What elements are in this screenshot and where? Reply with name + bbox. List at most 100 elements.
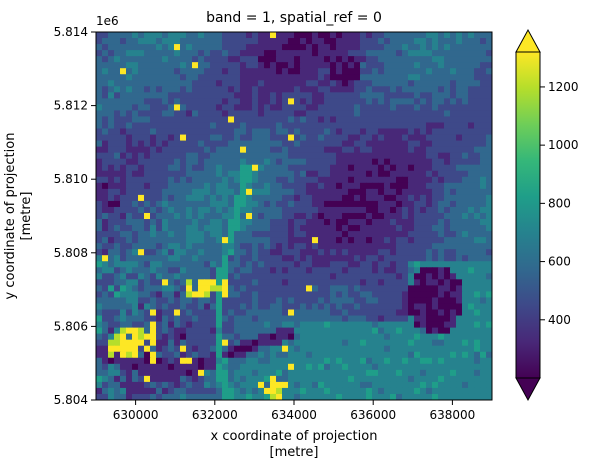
raster-cell [336,351,343,359]
raster-cell [366,212,373,220]
raster-cell [462,321,469,329]
raster-cell [354,333,361,341]
raster-cell [102,309,109,317]
raster-cell [216,182,223,190]
raster-cell [414,56,421,63]
raster-cell [282,62,289,69]
raster-cell [96,104,103,112]
raster-cell [216,44,223,51]
raster-cell [414,315,421,323]
raster-cell [114,92,121,99]
raster-cell [102,212,109,220]
raster-cell [276,285,283,293]
raster-cell [408,291,415,299]
raster-cell [354,357,361,365]
raster-cell [264,104,271,112]
raster-cell [474,86,481,93]
raster-cell [342,194,349,202]
raster-cell [408,225,415,232]
raster-cell [150,74,157,81]
raster-cell [426,50,433,57]
raster-cell [210,68,217,75]
raster-cell [126,68,133,75]
raster-cell [306,273,313,280]
raster-cell [132,255,139,262]
raster-cell [306,243,313,250]
raster-cell [420,122,427,130]
raster-cell [162,80,169,87]
raster-cell [420,225,427,232]
raster-cell [264,321,271,329]
raster-cell [426,86,433,93]
raster-cell [336,369,343,377]
raster-cell [156,291,163,299]
raster-cell [276,309,283,317]
raster-cell [474,297,481,305]
raster-cell [156,104,163,112]
raster-cell [354,140,361,148]
raster-cell [372,291,379,299]
raster-cell [288,176,295,184]
raster-cell [342,339,349,347]
raster-cell [414,225,421,232]
raster-cell [408,333,415,341]
raster-cell [102,188,109,196]
raster-cell [444,146,451,154]
raster-cell [354,255,361,262]
raster-cell [366,381,373,389]
raster-cell [360,38,367,45]
raster-cell [396,80,403,87]
raster-cell [366,110,373,118]
raster-cell [156,357,163,365]
raster-cell [294,38,301,45]
raster-cell [222,357,229,365]
raster-cell [240,176,247,184]
raster-cell [486,267,492,274]
raster-cell [486,279,492,286]
raster-cell [108,381,115,389]
raster-cell [348,381,355,389]
raster-cell [102,32,109,39]
raster-cell [144,309,151,317]
raster-cell [468,128,475,136]
raster-cell [210,44,217,51]
raster-cell [306,140,313,148]
raster-cell [294,345,301,353]
raster-cell [300,279,307,286]
y-tick-label: 5.808 [54,246,88,260]
raster-cell [390,219,397,226]
raster-cell [252,369,259,377]
raster-cell [480,56,487,63]
raster-cell [462,369,469,377]
raster-cell [318,104,325,112]
raster-cell [444,363,451,371]
raster-cell [384,225,391,232]
raster-cell [408,140,415,148]
raster-cell [234,279,241,286]
raster-cell [444,237,451,244]
raster-cell [264,363,271,371]
raster-cell [408,369,415,377]
raster-cell [186,110,193,118]
raster-cell [318,255,325,262]
raster-cell [354,152,361,160]
raster-cell [360,357,367,365]
raster-cell [240,243,247,250]
raster-cell [288,212,295,220]
raster-cell [246,249,253,256]
raster-cell [426,375,433,383]
raster-cell [474,249,481,256]
raster-cell [348,188,355,196]
raster-cell [246,176,253,184]
raster-cell [432,146,439,154]
raster-cell [426,182,433,190]
raster-cell [192,44,199,51]
raster-cell [240,291,247,299]
raster-cell [342,50,349,57]
raster-cell [354,291,361,299]
raster-cell [138,206,145,214]
raster-cell [324,50,331,57]
raster-cell [372,285,379,293]
raster-cell [366,351,373,359]
raster-cell [432,315,439,323]
